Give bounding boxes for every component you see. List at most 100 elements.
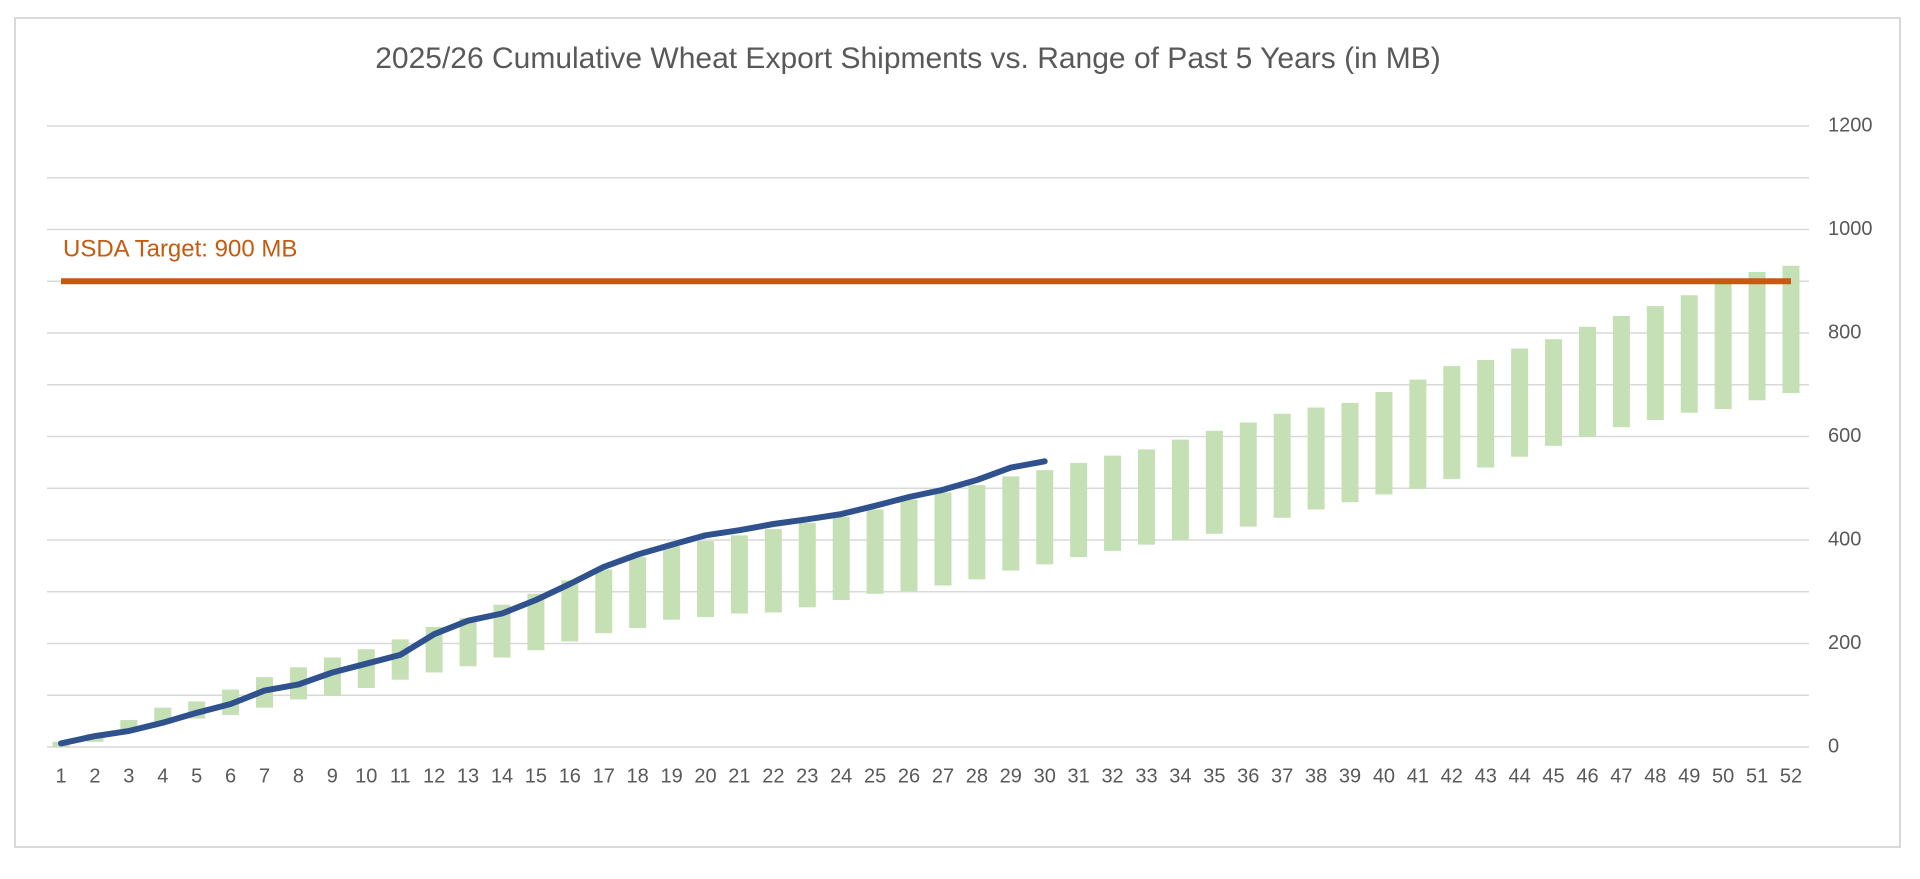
range-bar	[1477, 359, 1495, 468]
x-tick-label: 7	[259, 765, 270, 787]
x-tick-label: 45	[1542, 765, 1564, 787]
x-tick-label: 14	[491, 765, 513, 787]
x-tick-label: 51	[1746, 765, 1768, 787]
x-tick-label: 20	[694, 765, 716, 787]
x-tick-label: 10	[355, 765, 377, 787]
y-tick-label: 800	[1828, 321, 1861, 343]
line-series	[58, 458, 1048, 747]
range-bar	[120, 720, 138, 732]
range-bar	[900, 499, 918, 592]
x-tick-label: 37	[1271, 765, 1293, 787]
x-tick-label: 23	[796, 765, 818, 787]
range-bar	[629, 557, 647, 628]
x-tick-label: 6	[225, 765, 236, 787]
target-label: USDA Target: 900 MB	[63, 235, 297, 262]
x-tick-label: 50	[1712, 765, 1734, 787]
range-bar	[323, 657, 341, 696]
x-tick-label: 24	[830, 765, 852, 787]
x-tick-label: 2	[89, 765, 100, 787]
range-bar	[357, 649, 375, 689]
range-bar	[1782, 265, 1800, 394]
range-bar	[798, 522, 816, 608]
x-tick-label: 33	[1135, 765, 1157, 787]
range-bar	[459, 618, 477, 667]
range-bar	[1748, 271, 1766, 401]
y-tick-label: 1200	[1828, 114, 1873, 136]
x-tick-label: 44	[1509, 765, 1531, 787]
x-tick-label: 38	[1305, 765, 1327, 787]
range-bar	[1307, 407, 1325, 510]
range-bar	[1511, 348, 1529, 457]
x-tick-label: 46	[1576, 765, 1598, 787]
x-tick-label: 43	[1475, 765, 1497, 787]
range-bar	[968, 485, 986, 580]
chart-frame	[14, 17, 1901, 848]
chart-title: 2025/26 Cumulative Wheat Export Shipment…	[375, 42, 1441, 75]
x-tick-label: 52	[1780, 765, 1802, 787]
x-tick-label: 28	[966, 765, 988, 787]
range-bar	[1137, 449, 1155, 545]
range-bar	[1714, 283, 1732, 410]
x-tick-label: 18	[627, 765, 649, 787]
range-bar	[1545, 339, 1563, 446]
range-bar	[1070, 462, 1088, 558]
x-tick-label: 1	[55, 765, 66, 787]
x-tick-label: 39	[1339, 765, 1361, 787]
range-bar	[527, 593, 545, 651]
x-tick-label: 40	[1373, 765, 1395, 787]
range-bar	[1036, 470, 1054, 565]
range-bar	[697, 541, 715, 618]
range-bar	[1680, 295, 1698, 413]
x-tick-label: 34	[1169, 765, 1191, 787]
range-bar	[1375, 391, 1393, 495]
x-tick-label: 22	[762, 765, 784, 787]
x-tick-label: 17	[593, 765, 615, 787]
y-tick-label: 200	[1828, 632, 1861, 654]
x-tick-label: 42	[1441, 765, 1463, 787]
range-bar	[1171, 439, 1189, 540]
range-bar	[1612, 315, 1630, 428]
x-tick-label: 48	[1644, 765, 1666, 787]
range-bar	[1646, 306, 1664, 420]
range-bar	[391, 639, 409, 680]
range-bar	[1443, 366, 1461, 479]
range-bar	[934, 492, 952, 586]
range-bar	[1578, 326, 1596, 438]
x-tick-label: 35	[1203, 765, 1225, 787]
x-tick-label: 41	[1407, 765, 1429, 787]
range-bar	[1239, 422, 1257, 527]
x-tick-label: 5	[191, 765, 202, 787]
range-bar	[561, 580, 579, 642]
x-tick-label: 15	[525, 765, 547, 787]
x-tick-label: 11	[390, 765, 411, 787]
x-tick-label: 32	[1101, 765, 1123, 787]
range-bar	[730, 535, 748, 614]
x-tick-label: 27	[932, 765, 954, 787]
x-tick-label: 21	[728, 765, 750, 787]
range-bar	[1104, 455, 1122, 551]
range-bar	[832, 516, 850, 601]
x-tick-label: 3	[123, 765, 134, 787]
range-bar	[663, 546, 681, 620]
y-tick-label: 0	[1828, 735, 1839, 757]
y-tick-label: 1000	[1828, 218, 1873, 240]
y-tick-label: 400	[1828, 528, 1861, 550]
x-tick-label: 30	[1034, 765, 1056, 787]
range-bar	[1273, 413, 1291, 518]
x-tick-label: 19	[660, 765, 682, 787]
x-tick-label: 49	[1678, 765, 1700, 787]
x-tick-label: 31	[1068, 765, 1090, 787]
y-tick-label: 600	[1828, 425, 1861, 447]
range-bar	[1409, 379, 1427, 489]
x-tick-label: 29	[1000, 765, 1022, 787]
range-bar	[866, 509, 884, 594]
x-tick-label: 36	[1237, 765, 1259, 787]
x-tick-label: 13	[457, 765, 479, 787]
range-bar	[493, 604, 511, 658]
x-tick-label: 47	[1610, 765, 1632, 787]
range-bar	[1341, 402, 1359, 503]
x-tick-label: 16	[559, 765, 581, 787]
x-tick-label: 12	[423, 765, 445, 787]
x-tick-label: 9	[327, 765, 338, 787]
